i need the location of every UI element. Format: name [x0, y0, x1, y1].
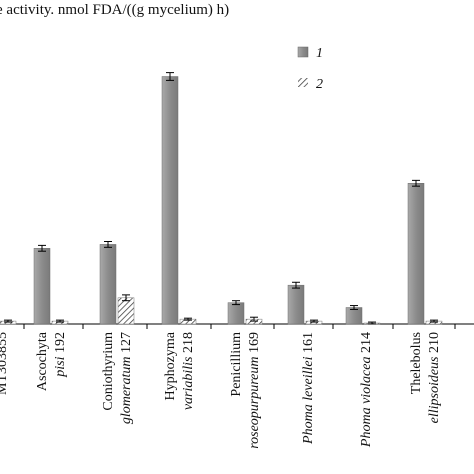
- x-tick-label-line2: Phoma violacea 214: [359, 332, 374, 448]
- strain-number: 192: [53, 332, 68, 357]
- bar-series-1-2: [99, 244, 117, 325]
- x-tick-label-4: Penicillium roseopurpureum 169: [229, 332, 262, 449]
- x-tick-label-line1: Penicillium: [229, 332, 244, 397]
- x-tick-label-0: MT303855: [0, 332, 10, 395]
- legend-swatch-series-2: [298, 78, 308, 87]
- x-tick-label-2: Coniothyrium glomeratum 127: [101, 332, 134, 424]
- bar-series-2-2: [117, 297, 135, 325]
- plot-area: [0, 72, 474, 329]
- bar-series-1-1: [33, 248, 51, 325]
- x-tick-label-line1: Thelebolus: [409, 332, 424, 394]
- strain-number: 218: [181, 332, 196, 357]
- species-name: glomeratum: [119, 357, 134, 425]
- species-name: Phoma leveillei: [301, 356, 316, 445]
- x-tick-label-line2: variabilis 218: [181, 332, 196, 410]
- x-tick-label-line2: Phoma leveillei 161: [301, 332, 316, 445]
- species-name: variabilis: [181, 356, 196, 410]
- species-name: ellipsoideus: [427, 356, 442, 423]
- x-tick-label-1: Ascochyta pisi 192: [35, 331, 68, 391]
- legend-label-series-1: 1: [316, 46, 323, 61]
- species-name: roseopurpureum: [247, 357, 262, 449]
- x-tick-label-line2: glomeratum 127: [119, 332, 134, 424]
- chart-title: e activity. nmol FDA/((g mycelium) h): [0, 2, 229, 18]
- legend: 1 2: [297, 46, 323, 92]
- strain-number: 169: [247, 332, 262, 357]
- x-tick-label-6: Phoma violacea 214: [359, 332, 374, 448]
- strain-number: 210: [427, 332, 442, 357]
- x-tick-label-line1: Ascochyta: [35, 331, 50, 391]
- bar-series-1-5: [287, 284, 305, 325]
- species-name: pisi: [53, 356, 68, 377]
- bar-series-1-6: [345, 307, 363, 325]
- strain-number: 127: [119, 332, 134, 357]
- x-tick-label-line1: MT303855: [0, 332, 10, 395]
- x-tick-label-line2: roseopurpureum 169: [247, 332, 262, 449]
- bar-series-1-3: [161, 76, 179, 325]
- x-tick-label-3: Hyphozyma variabilis 218: [163, 331, 196, 410]
- bar-series-1-7: [407, 183, 425, 325]
- strain-number: 214: [359, 332, 374, 357]
- legend-label-series-2: 2: [316, 77, 323, 92]
- x-tick-label-line2: ellipsoideus 210: [427, 332, 442, 423]
- x-tick-label-5: Phoma leveillei 161: [301, 332, 316, 445]
- x-tick-label-line1: Hyphozyma: [163, 331, 178, 400]
- species-name: Phoma violacea: [359, 357, 374, 449]
- x-tick-labels: MT303855 Ascochyta pisi 192 Coniothyrium glo…: [0, 331, 442, 449]
- legend-swatch-series-1: [297, 46, 309, 58]
- x-tick-label-7: Thelebolus ellipsoideus 210: [409, 332, 442, 423]
- x-tick-label-line2: pisi 192: [53, 332, 68, 378]
- x-tick-label-line1: Coniothyrium: [101, 332, 116, 411]
- bar-series-1-4: [227, 302, 245, 325]
- strain-number: 161: [301, 332, 316, 357]
